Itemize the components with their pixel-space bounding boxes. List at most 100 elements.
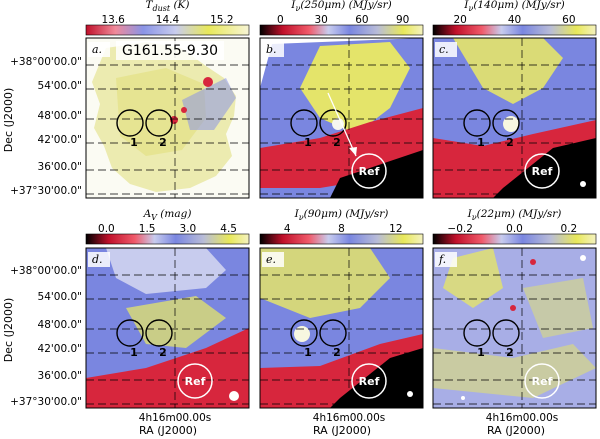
region-ring-label: 2 [506, 346, 514, 359]
colorbar [432, 233, 597, 245]
star [229, 391, 239, 401]
bright-peak [503, 116, 519, 132]
ra-axis-label-2: RA (J2000) [313, 424, 371, 437]
panel-map [260, 38, 423, 198]
region-ring-1 [290, 109, 318, 137]
star [407, 391, 413, 397]
quantity-subscript: ν [299, 213, 304, 222]
reference-label: Ref [359, 165, 380, 178]
reference-label: Ref [532, 165, 553, 178]
colorbar-tick-label: 60 [562, 14, 575, 26]
region-ring-label: 2 [506, 136, 514, 149]
quantity-subscript: ν [472, 213, 477, 222]
dec-tick: 54'00.0" [38, 80, 82, 92]
dec-ticks-top: +38°00'00.0" 54'00.0" 48'00.0" 42'00.0" … [10, 56, 82, 197]
direction-arrow [327, 92, 357, 157]
region-ring-label: 2 [333, 346, 341, 359]
emission-black-zone [330, 348, 423, 408]
dec-tick: +37°30'00.0" [10, 185, 82, 197]
panel-letter-box [262, 42, 284, 57]
quantity-symbol: I [290, 0, 296, 11]
reference-ring [177, 363, 213, 399]
reference-ring [351, 363, 387, 399]
panel-frame [259, 37, 424, 199]
reference-label: Ref [359, 375, 380, 388]
panel-frame [259, 247, 424, 409]
dec-ticks-bottom: +38°00'00.0" 54'00.0" 48'00.0" 42'00.0" … [10, 265, 82, 408]
colorbar-tick-label: 15.2 [210, 14, 233, 26]
region-ring-label: 2 [159, 346, 167, 359]
star [580, 181, 586, 187]
star [461, 396, 465, 400]
quantity-argument: (90μm) (MJy/sr) [304, 208, 389, 220]
quantity-symbol: A [143, 208, 152, 220]
emission-black-zone [493, 138, 596, 198]
panel-a: 1 2 a. G161.55-9.30 13.6 14.4 15.2 Tdust (K) [85, 0, 250, 199]
colorbar-title: Iν(22μm) (MJy/sr) [467, 208, 562, 222]
source-name: G161.55-9.30 [122, 43, 218, 59]
reference-ring [524, 363, 560, 399]
region-ring-1 [463, 319, 491, 347]
panel-letter: e. [266, 253, 276, 266]
dec-tick: +37°30'00.0" [10, 396, 82, 408]
quantity-argument: (22μm) (MJy/sr) [477, 208, 562, 220]
extinction-high-zone [126, 296, 226, 348]
region-ring-1 [290, 319, 318, 347]
quantity-subscript: dust [153, 4, 171, 13]
colorbar [85, 233, 250, 245]
ra-tick-label-1: 4h16m00.00s [139, 412, 211, 424]
dec-tick: +38°00'00.0" [10, 265, 82, 277]
dec-tick: 36'00.0" [38, 161, 82, 173]
region-ring-label: 1 [130, 346, 138, 359]
extinction-low-zone [106, 248, 226, 294]
dec-tick: 48'00.0" [38, 319, 82, 331]
region-ring-2 [145, 109, 173, 137]
colorbar [85, 24, 250, 36]
region-ring-1 [116, 109, 144, 137]
quantity-symbol: I [463, 0, 469, 11]
ra-axis-label-3: RA (J2000) [487, 424, 545, 437]
cold-core [203, 77, 213, 87]
source-name-box [116, 41, 224, 60]
region-ring-label: 1 [477, 346, 485, 359]
direction-arrow-head [349, 147, 357, 156]
panel-letter-box [262, 252, 284, 267]
panel-b: 1 2 Ref b. 0 30 60 90 Iν(250μm) (MJy/sr) [259, 0, 424, 199]
colorbar-tick-label: 0.2 [560, 223, 577, 235]
dust-map-cold-filament [182, 78, 236, 130]
region-ring-label: 1 [304, 346, 312, 359]
dec-axis-label-top: Dec (J2000) [2, 88, 15, 153]
emission-bright-ridge [453, 38, 563, 104]
speckle [510, 305, 516, 311]
panel-letter: d. [92, 253, 103, 266]
panel-frame [432, 37, 597, 199]
quantity-subscript: V [151, 213, 158, 222]
emission-bright-ridge [433, 344, 596, 398]
speckle [530, 259, 536, 265]
region-ring-1 [116, 319, 144, 347]
colorbar-tick-label: 0.0 [506, 223, 523, 235]
colorbar-title: Iν(140μm) (MJy/sr) [463, 0, 564, 13]
panel-letter: f. [438, 253, 446, 266]
colorbar-tick-label: 40 [508, 14, 521, 26]
emission-bright-ridge [260, 248, 390, 318]
panel-map [86, 248, 249, 408]
dec-tick: 42'00.0" [38, 134, 82, 146]
colorbar [259, 24, 424, 36]
colorbar-tick-label: 0.0 [98, 223, 115, 235]
quantity-argument: (250μm) (MJy/sr) [300, 0, 391, 11]
reference-ring [351, 153, 387, 189]
region-ring-2 [492, 109, 520, 137]
colorbar-title: Tdust (K) [146, 0, 190, 13]
panel-letter: a. [92, 43, 102, 56]
colorbar-tick-label: 12 [389, 223, 402, 235]
dec-tick: 42'00.0" [38, 343, 82, 355]
reference-label: Ref [185, 375, 206, 388]
panel-map [86, 38, 249, 198]
reference-ring [524, 153, 560, 189]
panel-map [260, 248, 423, 408]
region-ring-2 [145, 319, 173, 347]
